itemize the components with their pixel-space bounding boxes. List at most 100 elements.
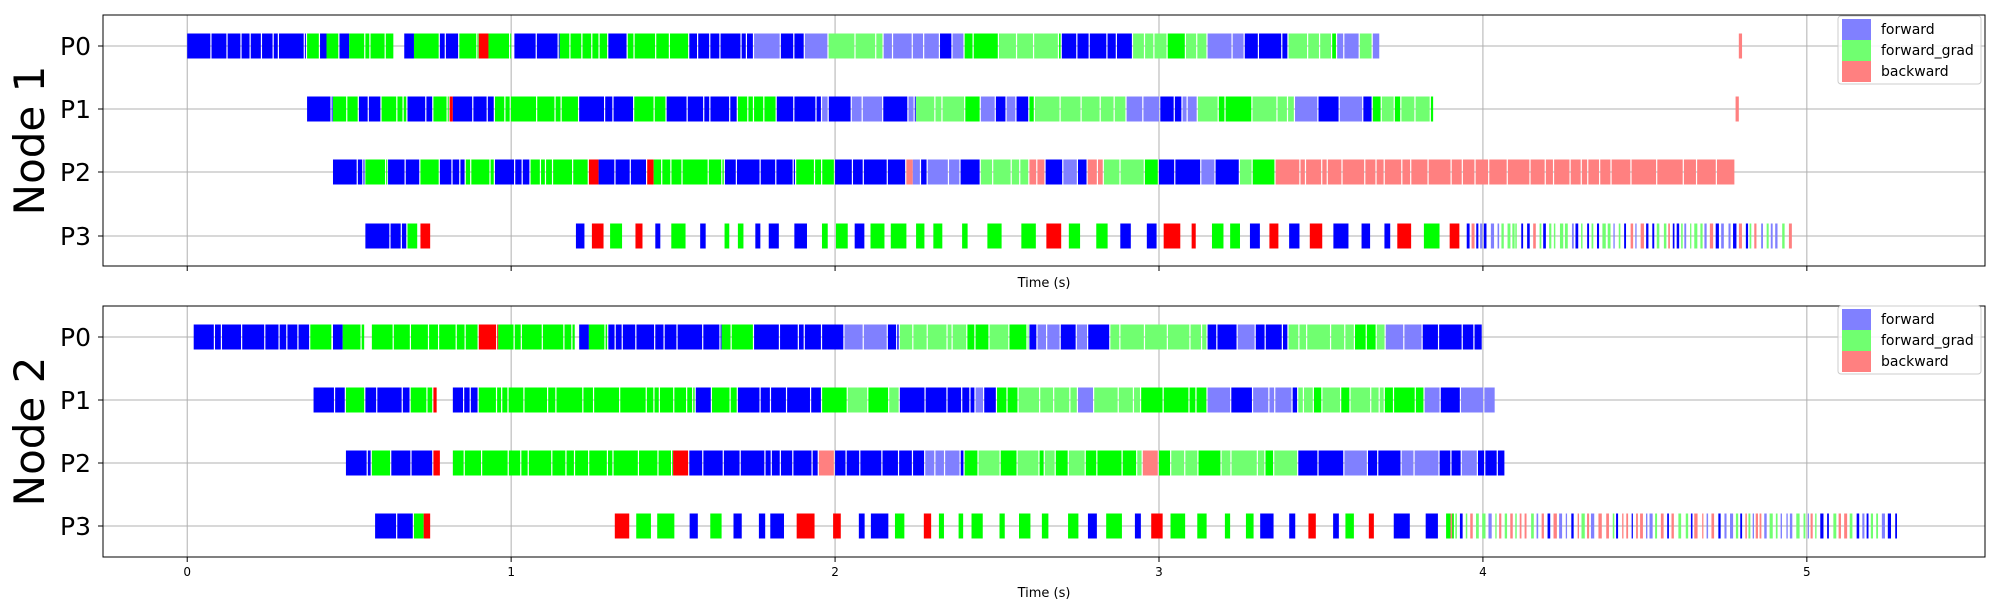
forward-bar [1690, 513, 1693, 539]
forward_grad-bar [916, 96, 935, 122]
forward_grad-bar [1376, 324, 1385, 350]
forward_grad-bar [1394, 387, 1415, 413]
forward_grad-bar [385, 33, 394, 59]
forward-bar [1770, 223, 1773, 249]
forward_grad-bar [1775, 513, 1778, 539]
forward_grad-bar [1288, 33, 1308, 59]
forward-bar [798, 324, 804, 350]
backward-bar [1411, 159, 1428, 185]
forward_grad-bar [610, 223, 623, 249]
forward_grad-bar [1401, 96, 1415, 122]
forward_grad-bar [429, 324, 438, 350]
forward_grad-bar [722, 159, 724, 185]
forward_grad-bar [670, 33, 689, 59]
forward-bar [439, 159, 452, 185]
backward-bar [1451, 159, 1462, 185]
forward_grad-bar [594, 387, 620, 413]
forward-bar [1265, 324, 1282, 350]
forward-bar [912, 33, 924, 59]
backward-bar [1711, 513, 1715, 539]
forward_grad-bar [639, 450, 658, 476]
forward_grad-bar [1515, 513, 1517, 539]
forward-bar [776, 96, 794, 122]
forward-bar [390, 223, 401, 249]
forward-bar [913, 450, 925, 476]
forward_grad-bar [1371, 387, 1379, 413]
forward-bar [1547, 513, 1551, 539]
backward-bar [1397, 223, 1412, 249]
forward_grad-bar [575, 450, 589, 476]
forward-bar [222, 324, 242, 350]
forward_grad-bar [407, 223, 418, 249]
forward-bar [298, 324, 310, 350]
forward_grad-bar [410, 387, 427, 413]
forward_grad-bar [634, 33, 656, 59]
forward_grad-bar [634, 96, 654, 122]
forward-bar [804, 33, 828, 59]
forward_grad-bar [748, 96, 753, 122]
forward-bar [1761, 223, 1763, 249]
forward_grad-bar [1678, 513, 1682, 539]
forward-bar [514, 33, 536, 59]
backward-bar [1738, 33, 1743, 59]
forward-bar [1318, 96, 1339, 122]
forward_grad-bar [1055, 450, 1068, 476]
forward_grad-bar [465, 324, 478, 350]
forward-bar [945, 450, 960, 476]
forward-bar [1730, 513, 1734, 539]
forward_grad-bar [1345, 324, 1354, 350]
forward_grad-bar [1009, 324, 1027, 350]
node-2-ylabel: Node 2 [5, 357, 54, 507]
forward_grad-bar [1430, 96, 1434, 122]
forward_grad-bar [386, 159, 388, 185]
forward-bar [1259, 33, 1282, 59]
backward-bar [497, 324, 499, 350]
forward_grad-bar [1803, 513, 1806, 539]
backward-bar [1142, 450, 1158, 476]
forward_grad-bar [822, 159, 834, 185]
forward_grad-bar [654, 96, 666, 122]
forward-bar [1425, 513, 1438, 539]
forward-bar [1016, 96, 1029, 122]
forward_grad-bar [452, 450, 464, 476]
forward-bar [730, 96, 737, 122]
forward_grad-bar [1021, 223, 1036, 249]
forward-bar [1372, 33, 1380, 59]
node-2-xlabel: Time (s) [1017, 586, 1071, 601]
forward-bar [844, 324, 863, 350]
forward-bar [870, 513, 889, 539]
forward_grad-bar [724, 223, 730, 249]
forward-bar [1480, 223, 1483, 249]
forward-bar [1616, 513, 1619, 539]
forward-bar [1827, 513, 1829, 539]
forward-bar [1337, 33, 1344, 59]
backward-bar [1087, 159, 1097, 185]
forward-bar [1571, 513, 1574, 539]
forward-bar [1231, 387, 1252, 413]
forward_grad-bar [658, 450, 671, 476]
backward-bar [1611, 159, 1631, 185]
forward-bar [377, 387, 402, 413]
forward_grad-bar [671, 159, 682, 185]
forward-bar [1339, 96, 1363, 122]
forward-bar [1134, 513, 1141, 539]
forward_grad-bar [1145, 33, 1154, 59]
forward_grad-bar [1308, 33, 1319, 59]
forward-bar [1497, 223, 1500, 249]
forward_grad-bar [1081, 96, 1100, 122]
backward-bar [1588, 159, 1600, 185]
forward-bar [494, 159, 515, 185]
forward_grad-bar [1366, 324, 1376, 350]
forward-bar [536, 33, 558, 59]
forward-bar [771, 387, 786, 413]
forward-bar [1718, 513, 1721, 539]
forward_grad-bar [1612, 513, 1615, 539]
forward_grad-bar [307, 33, 319, 59]
forward_grad-bar [345, 387, 365, 413]
forward_grad-bar [1120, 324, 1144, 350]
forward-bar [1590, 513, 1595, 539]
forward_grad-bar [508, 387, 524, 413]
forward-bar [332, 159, 357, 185]
forward_grad-bar [821, 223, 828, 249]
forward_grad-bar [497, 387, 502, 413]
